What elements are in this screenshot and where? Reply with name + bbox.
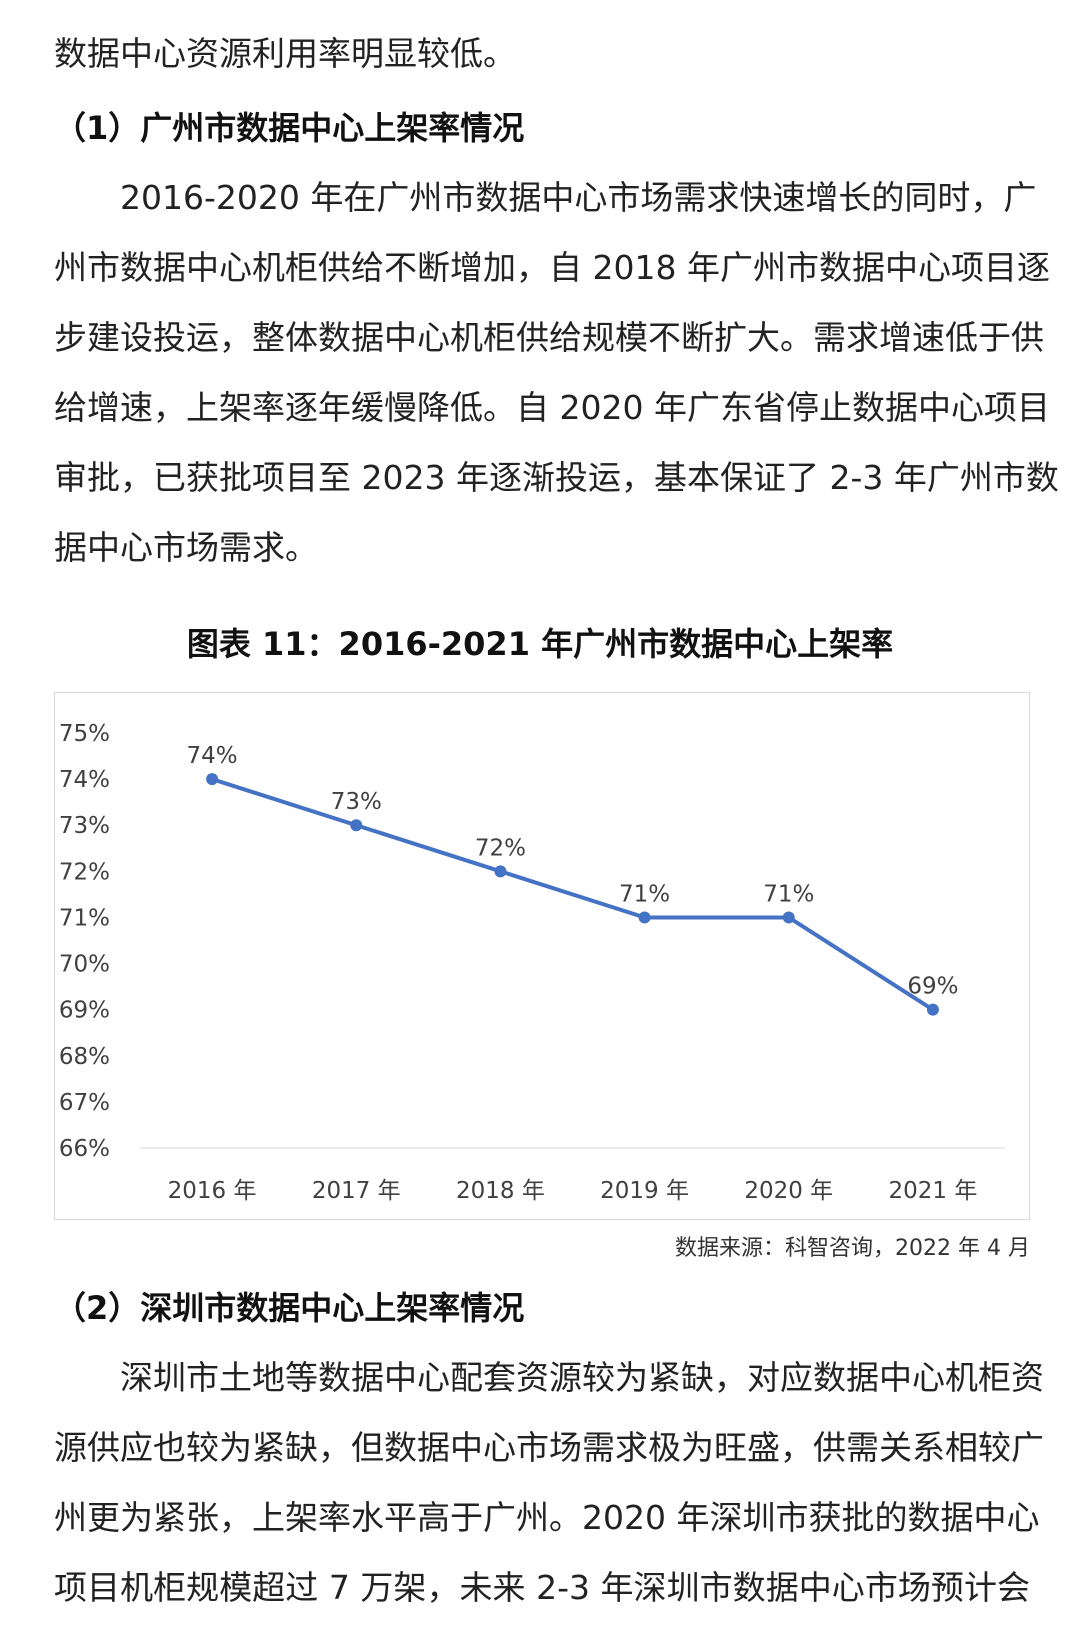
text-line: 源供应也较为紧缺，但数据中心市场需求极为旺盛，供需关系相较广 — [54, 1428, 1044, 1467]
text-line: 州更为紧张，上架率水平高于广州。2020 年深圳市获批的数据中心 — [54, 1498, 1040, 1537]
text-line: 步建设投运，整体数据中心机柜供给规模不断扩大。需求增速低于供 — [54, 318, 1044, 357]
text-line: 数据中心资源利用率明显较低。 — [54, 34, 516, 73]
text-line: 深圳市土地等数据中心配套资源较为紧缺，对应数据中心机柜资 — [54, 1358, 1044, 1397]
data-label: 73% — [331, 789, 382, 815]
y-tick-label: 68% — [59, 1044, 110, 1070]
x-tick-label: 2017 年 — [312, 1178, 401, 1204]
data-label: 71% — [763, 881, 814, 907]
section-heading-guangzhou: （1）广州市数据中心上架率情况 — [54, 109, 525, 147]
chart-svg: 75% 74% 73% 72% 71% 70% 69% 68% 67% 66% 2016 年 2017… — [59, 721, 1005, 1204]
text-line: 项目机柜规模超过 7 万架，未来 2-3 年深圳市数据中心市场预计会 — [54, 1568, 1030, 1607]
x-tick-label: 2021 年 — [888, 1178, 977, 1204]
y-tick-label: 66% — [59, 1136, 110, 1162]
y-tick-label: 67% — [59, 1090, 110, 1116]
x-tick-label: 2018 年 — [456, 1178, 545, 1204]
data-point — [926, 1003, 939, 1016]
source-note: 数据来源：科智咨询，2022 年 4 月 — [675, 1236, 1030, 1261]
line-chart: 75% 74% 73% 72% 71% 70% 69% 68% 67% 66% 2016 年 2017… — [54, 692, 1030, 1220]
x-tick-label: 2016 年 — [168, 1178, 257, 1204]
text-line: 2016-2020 年在广州市数据中心市场需求快速增长的同时，广 — [54, 178, 1037, 217]
text-line: 给增速，上架率逐年缓慢降低。自 2020 年广东省停止数据中心项目 — [54, 388, 1050, 427]
y-tick-label: 74% — [59, 767, 110, 793]
data-point — [350, 819, 363, 832]
y-tick-label: 72% — [59, 859, 110, 885]
text-line: 审批，已获批项目至 2023 年逐渐投运，基本保证了 2-3 年广州市数 — [54, 458, 1059, 497]
series-line — [211, 777, 934, 1012]
chart-title: 图表 11：2016-2021 年广州市数据中心上架率 — [186, 625, 894, 663]
x-tick-label: 2020 年 — [744, 1178, 833, 1204]
y-tick-label: 69% — [59, 998, 110, 1024]
data-label: 74% — [187, 743, 238, 769]
data-label: 69% — [907, 974, 958, 1000]
y-tick-label: 73% — [59, 813, 110, 839]
text-line: 州市数据中心机柜供给不断增加，自 2018 年广州市数据中心项目逐 — [54, 248, 1050, 287]
data-point — [782, 911, 795, 924]
x-tick-label: 2019 年 — [600, 1178, 689, 1204]
data-label: 71% — [619, 881, 670, 907]
text-line: 据中心市场需求。 — [54, 528, 318, 567]
y-tick-label: 75% — [59, 721, 110, 747]
data-point — [494, 865, 507, 878]
section-heading-shenzhen: （2）深圳市数据中心上架率情况 — [54, 1289, 525, 1327]
data-point — [206, 773, 219, 786]
data-label: 72% — [475, 835, 526, 861]
y-tick-label: 71% — [59, 905, 110, 931]
data-point — [638, 911, 651, 924]
y-tick-label: 70% — [59, 952, 110, 978]
